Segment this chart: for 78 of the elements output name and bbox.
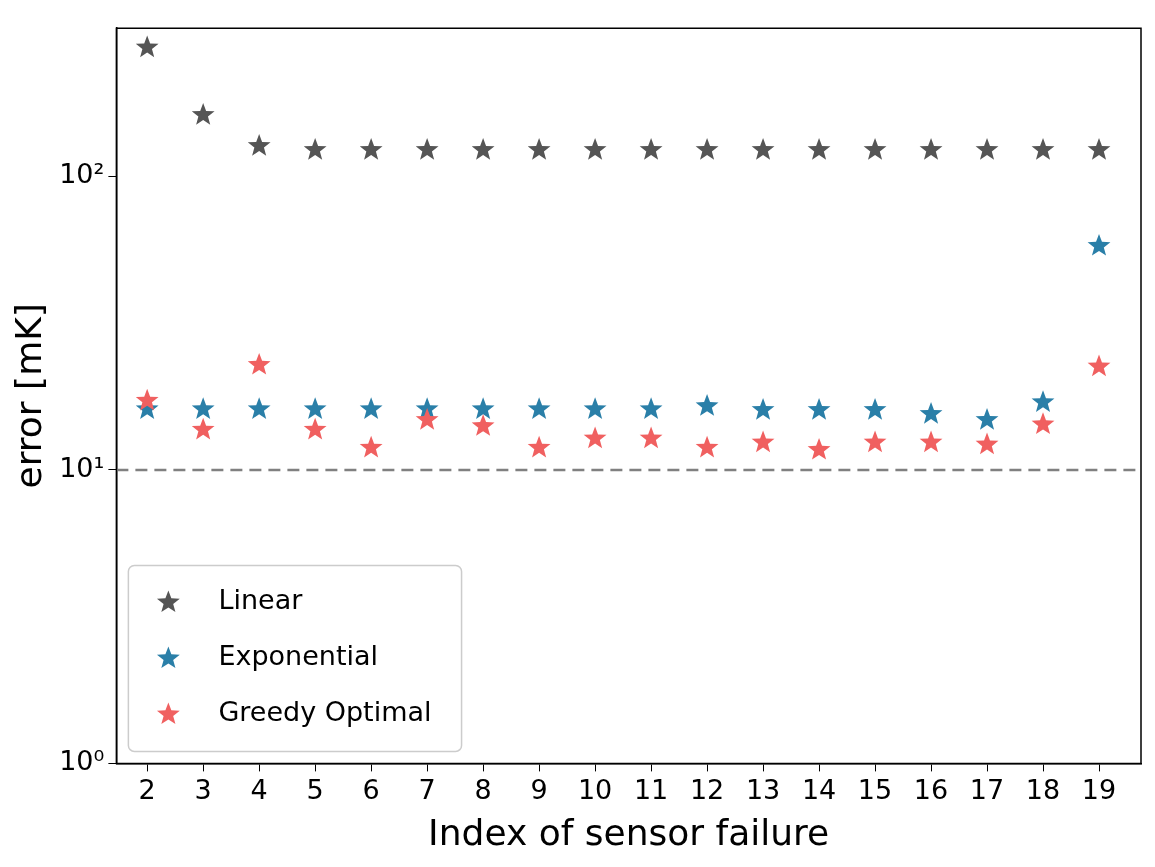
point: [135, 35, 159, 58]
point: [359, 138, 383, 160]
x-tick-label: 10: [577, 773, 613, 805]
point: [975, 138, 999, 160]
point: [303, 138, 327, 160]
legend-label: Exponential: [218, 640, 379, 672]
x-tick-label: 19: [1081, 773, 1117, 805]
y-tick-label: 10⁰: [59, 745, 105, 777]
point: [975, 407, 999, 430]
point: [583, 397, 607, 419]
point: [583, 138, 607, 160]
y-tick-label: 10²: [59, 158, 105, 190]
y-tick-label: 10¹: [59, 451, 105, 483]
x-tick-label: 2: [138, 773, 156, 805]
point: [751, 138, 775, 160]
point: [247, 133, 271, 156]
point: [1031, 390, 1055, 412]
x-tick-label: 17: [969, 773, 1005, 805]
point: [639, 397, 663, 419]
point: [695, 435, 719, 458]
point: [751, 398, 775, 420]
point: [191, 102, 215, 125]
x-tick-label: 13: [745, 773, 781, 805]
point: [919, 402, 943, 424]
point: [1031, 138, 1055, 160]
x-tick-label: 18: [1025, 773, 1061, 805]
point: [471, 414, 495, 436]
x-tick-label: 5: [306, 773, 324, 805]
point: [863, 430, 887, 453]
legend-label: Greedy Optimal: [218, 696, 432, 728]
point: [807, 398, 831, 420]
point: [191, 417, 215, 440]
point: [1087, 138, 1111, 160]
point: [247, 397, 271, 419]
x-tick-label: 3: [194, 773, 212, 805]
point: [919, 430, 943, 453]
point: [359, 397, 383, 419]
point: [695, 394, 719, 416]
y-axis-title: error [mK]: [7, 303, 49, 489]
point: [415, 407, 439, 430]
point: [135, 388, 159, 411]
point: [303, 397, 327, 419]
legend-label: Linear: [218, 584, 304, 616]
x-tick-label: 12: [689, 773, 725, 805]
point: [695, 138, 719, 160]
x-tick-label: 8: [474, 773, 492, 805]
x-tick-label: 6: [362, 773, 380, 805]
point: [359, 435, 383, 458]
x-axis-title: Index of sensor failure: [428, 811, 830, 853]
point: [807, 437, 831, 460]
point: [1087, 233, 1111, 256]
x-tick-label: 4: [250, 773, 268, 805]
point: [527, 397, 551, 419]
point: [415, 138, 439, 160]
point: [863, 398, 887, 420]
point: [527, 138, 551, 160]
point: [751, 430, 775, 453]
point: [975, 432, 999, 455]
point: [471, 138, 495, 160]
point: [807, 138, 831, 160]
x-tick-label: 16: [913, 773, 949, 805]
x-tick-label: 14: [801, 773, 837, 805]
point: [247, 352, 271, 375]
point: [471, 397, 495, 419]
x-tick-label: 7: [418, 773, 436, 805]
x-tick-label: 9: [530, 773, 548, 805]
point: [527, 435, 551, 458]
x-tick-label: 15: [857, 773, 893, 805]
point: [863, 138, 887, 160]
point: [583, 426, 607, 449]
point: [191, 397, 215, 419]
point: [639, 138, 663, 160]
point: [919, 138, 943, 160]
point: [303, 417, 327, 440]
point: [1031, 412, 1055, 435]
x-tick-label: 11: [633, 773, 669, 805]
point: [639, 426, 663, 449]
point: [1087, 354, 1111, 377]
